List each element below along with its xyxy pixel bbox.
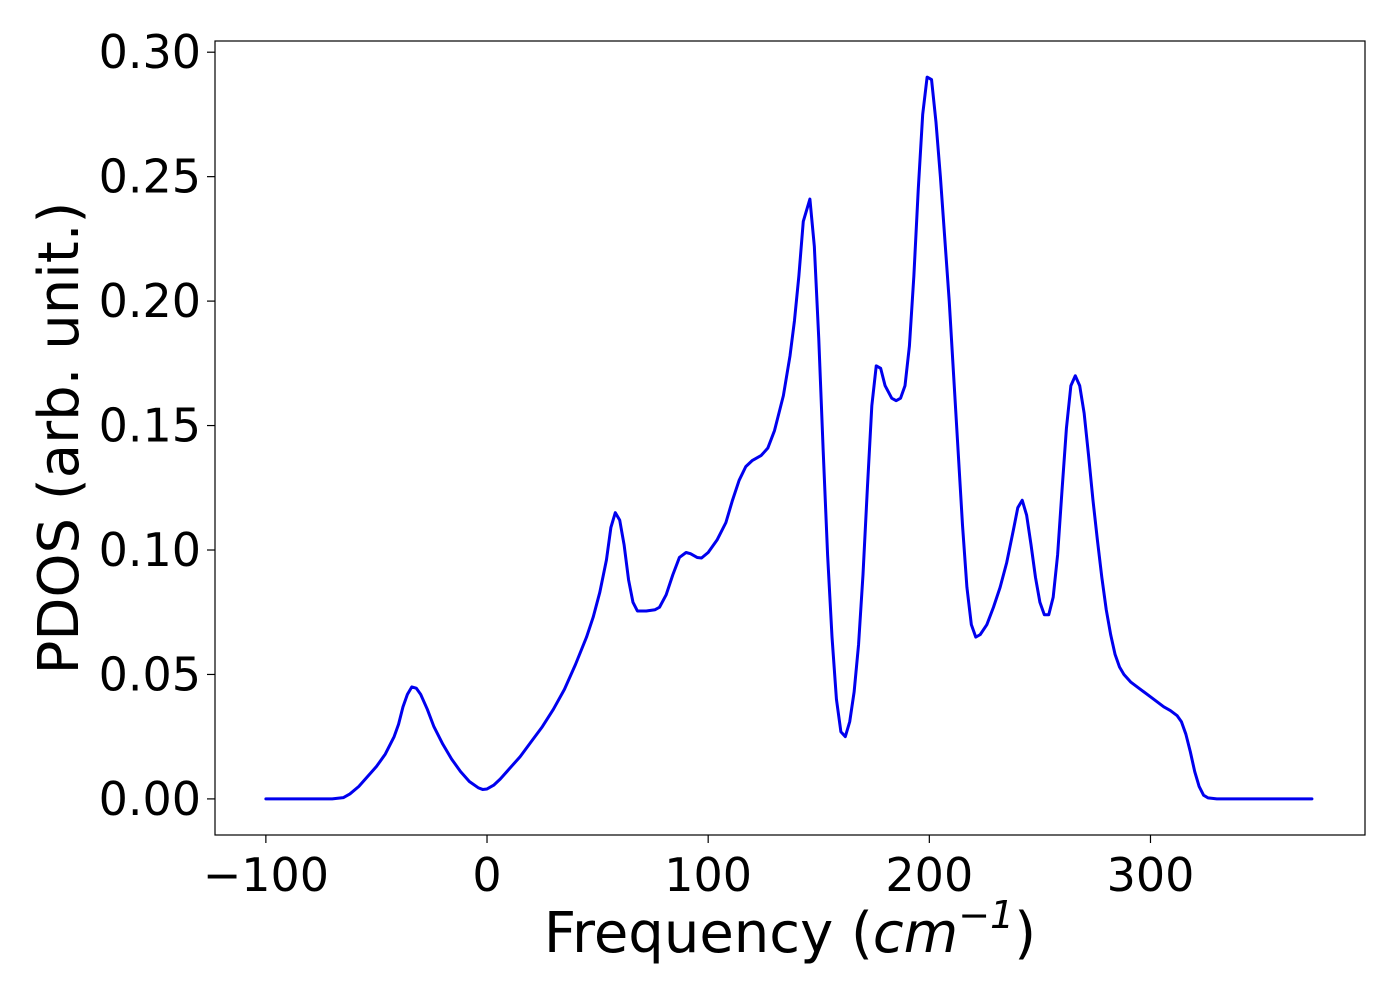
y-tick-label: 0.20 [99,274,201,328]
x-tick-label: 300 [1107,848,1195,902]
y-tick-label: 0.00 [99,772,201,826]
pdos-series-line [264,75,1314,801]
plot-frame [214,40,1366,836]
x-axis-ticks: −100 0 100 200 300 [203,835,1195,902]
x-tick-label: 0 [472,848,501,902]
y-tick-label: 0.25 [99,150,201,204]
plot-area-background [215,41,1365,835]
y-tick-label: 0.30 [99,25,201,79]
x-tick-label: 100 [664,848,752,902]
x-axis-label: Frequency (cm−1) [544,893,1036,966]
x-tick-label: 200 [885,848,973,902]
y-axis-ticks: 0.00 0.05 0.10 0.15 0.20 0.25 0.30 [99,25,215,826]
y-axis-label: PDOS (arb. unit.) [27,202,92,675]
y-tick-label: 0.10 [99,523,201,577]
y-tick-label: 0.15 [99,399,201,453]
x-tick-label: −100 [203,848,329,902]
y-tick-label: 0.05 [99,647,201,701]
